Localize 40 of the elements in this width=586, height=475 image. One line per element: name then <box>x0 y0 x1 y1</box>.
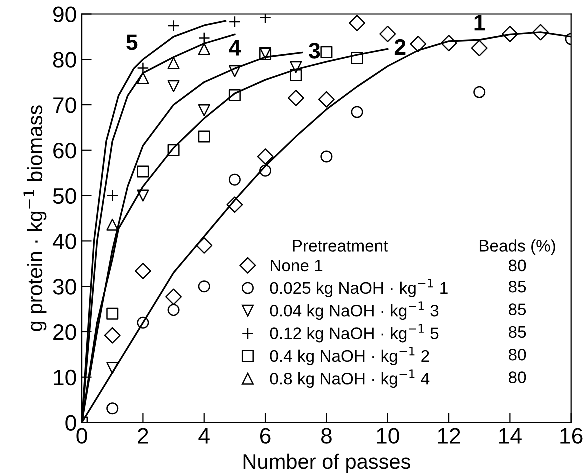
series-label: 1 <box>474 15 486 31</box>
series-label: 4 <box>229 40 242 56</box>
legend-label: None 1 <box>271 260 323 272</box>
y-tick-label: 60 <box>54 142 76 159</box>
y-tick-label: 0 <box>66 415 76 432</box>
y-tick-label: 90 <box>54 6 76 23</box>
series-label: 2 <box>394 39 406 55</box>
y-tick-label: 40 <box>52 234 76 250</box>
annotation: 80 <box>508 260 526 272</box>
annotation: 85 <box>508 304 526 316</box>
x-tick-label: 10 <box>377 428 400 444</box>
legend-label: 0.4 kg NaOH · kg$^{−1}$ 2 <box>270 347 430 366</box>
y-axis-title: g protein · kg$^{−1}$ biomass <box>24 106 47 332</box>
x-tick-label: 14 <box>500 428 522 444</box>
x-tick-label: 8 <box>321 428 332 444</box>
y-tick-label: 20 <box>54 324 76 340</box>
legend-label: 0.12 kg NaOH · kg$^{−1}$ 5 <box>270 324 439 343</box>
annotation: 80 <box>508 348 526 361</box>
series-label: 5 <box>126 34 138 50</box>
annotation: 85 <box>508 280 526 293</box>
annotation: Beads (%) <box>480 240 556 256</box>
annotation: 85 <box>508 326 526 338</box>
legend-label: 0.8 kg NaOH · kg$^{−1}$ 4 <box>270 370 430 388</box>
x-tick-label: 2 <box>138 428 148 444</box>
y-tick-label: 50 <box>53 188 76 204</box>
y-tick-label: 10 <box>54 370 76 386</box>
y-tick-label: 80 <box>53 52 76 68</box>
x-tick-label: 4 <box>198 428 210 444</box>
y-tick-label: 70 <box>54 98 76 114</box>
x-tick-label: 16 <box>560 428 583 444</box>
annotation: 80 <box>508 372 526 384</box>
series-label: 3 <box>309 43 320 59</box>
x-axis-title: Number of passes <box>244 454 410 474</box>
y-tick-label: 30 <box>53 279 76 295</box>
legend-label: 0.04 kg NaOH · kg$^{−1}$ 3 <box>270 302 439 320</box>
x-tick-label: 0 <box>76 428 88 444</box>
x-tick-label: 12 <box>438 428 460 444</box>
x-tick-label: 6 <box>260 428 271 444</box>
legend-title: Pretreatment <box>293 240 388 252</box>
legend-label: 0.025 kg NaOH · kg$^{−1}$ 1 <box>270 279 448 298</box>
